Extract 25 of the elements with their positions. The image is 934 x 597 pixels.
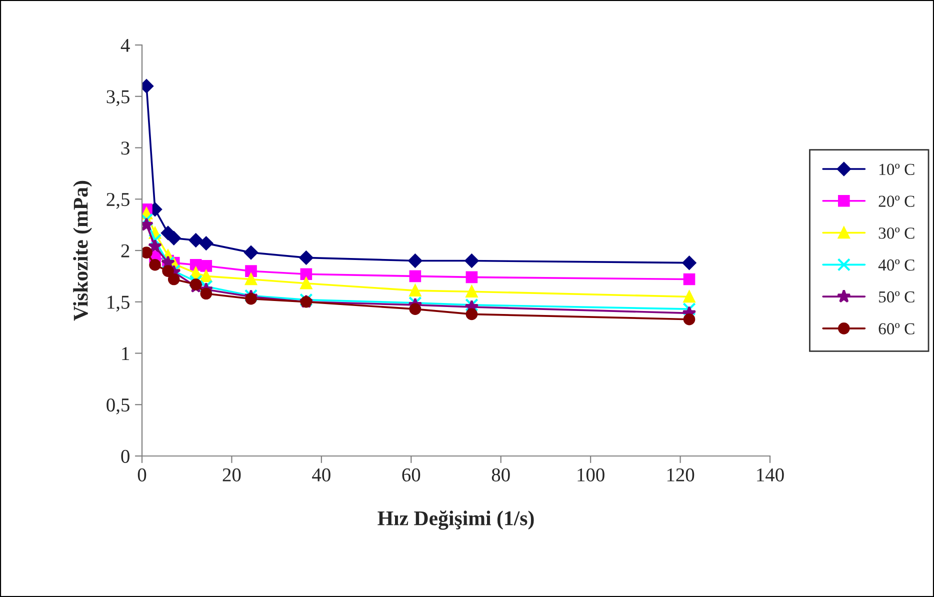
- legend-label: 30º C: [878, 228, 914, 239]
- x-axis-title: Hız Değişimi (1/s): [378, 510, 534, 530]
- x-tick-label: 80: [492, 468, 510, 482]
- x-tick-label: 40: [312, 468, 330, 482]
- y-tick-label: 2: [121, 244, 130, 258]
- y-tick-label: 1: [122, 347, 130, 360]
- y-tick-label: 2,5: [106, 192, 130, 209]
- y-tick-label: 0: [121, 450, 130, 463]
- y-axis-title: Viskozite (mPa): [73, 180, 92, 321]
- y-tick-label: 3,5: [106, 90, 130, 106]
- legend-label: 50º C: [879, 291, 914, 303]
- x-tick-label: 140: [757, 468, 784, 482]
- x-tick-label: 100: [578, 468, 604, 482]
- x-tick-label: 120: [667, 468, 694, 482]
- x-tick-label: 0: [138, 468, 146, 482]
- x-tick-label: 60: [402, 468, 420, 482]
- x-tick-label: 20: [222, 468, 241, 482]
- legend-label: 10º C: [880, 164, 914, 176]
- y-tick-label: 3: [121, 142, 130, 155]
- y-tick-label: 0,5: [106, 398, 130, 414]
- legend-label: 40º C: [878, 259, 914, 271]
- legend-label: 60º C: [878, 323, 914, 334]
- y-tick-label: 1,5: [108, 296, 130, 312]
- legend-label: 20º C: [878, 196, 914, 207]
- y-tick-label: 4: [120, 38, 130, 52]
